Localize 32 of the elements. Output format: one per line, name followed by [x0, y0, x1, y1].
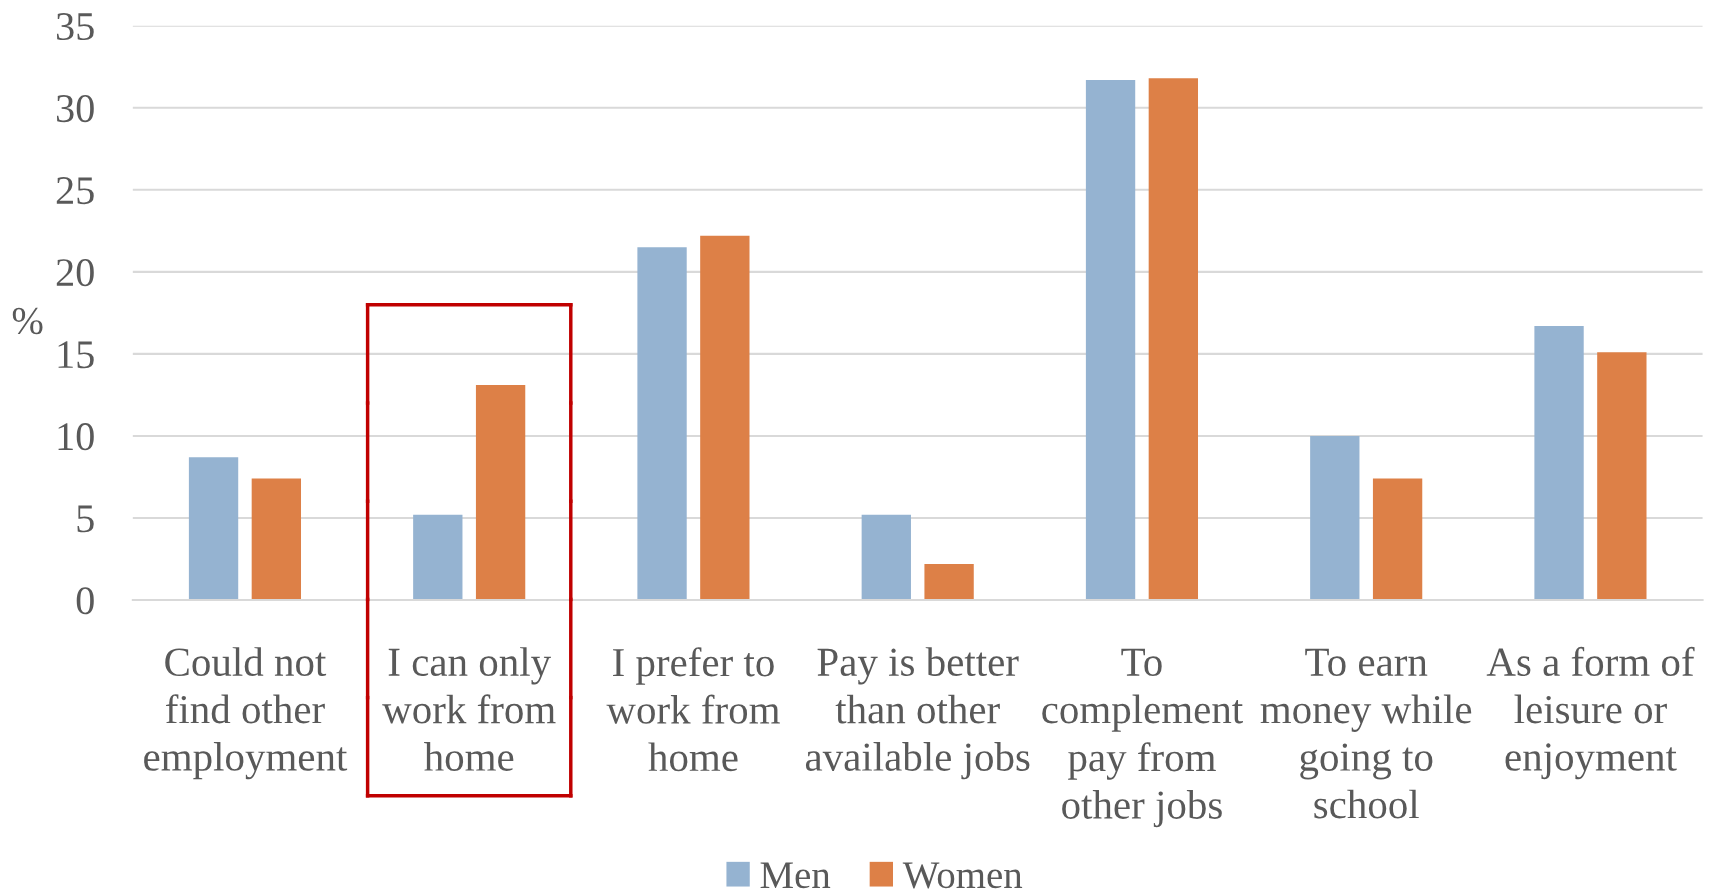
bar: [1148, 78, 1199, 600]
x-tick-label: I can only work from home: [382, 647, 556, 771]
y-axis-title: %: [12, 307, 43, 335]
bar: [475, 385, 526, 600]
y-tick-label: 15: [58, 341, 94, 369]
bar: [700, 235, 750, 600]
x-tick-label: As a form of leisure or enjoyment: [1486, 646, 1695, 780]
y-tick-label: 10: [58, 423, 94, 451]
bar: [413, 514, 463, 600]
bar: [1085, 79, 1136, 600]
bar: [1597, 352, 1647, 600]
y-tick-label: 35: [56, 13, 94, 41]
bar: [1372, 478, 1423, 600]
y-tick-label: 30: [56, 94, 94, 123]
x-tick-label: Could not find other employment: [144, 647, 348, 780]
bar: [188, 457, 239, 600]
y-tick-label: 0: [76, 587, 94, 615]
x-tick-label: I prefer to work from home: [606, 647, 780, 772]
y-tick-label: 25: [56, 177, 94, 205]
bar: [1310, 435, 1360, 600]
bar: [924, 563, 974, 600]
bar: [861, 514, 911, 600]
y-tick-label: 20: [56, 259, 94, 287]
legend-label: Men: [760, 862, 831, 889]
x-tick-label: To earn money while going to school: [1260, 648, 1472, 819]
y-tick-label: 5: [77, 505, 94, 533]
bar: [251, 478, 302, 600]
legend-label: Women: [902, 862, 1023, 889]
x-tick-label: To complement pay from other jobs: [1042, 648, 1243, 828]
bar: [637, 247, 687, 600]
x-tick-label: Pay is better than other available jobs: [805, 647, 1030, 780]
bar: [1534, 326, 1584, 600]
